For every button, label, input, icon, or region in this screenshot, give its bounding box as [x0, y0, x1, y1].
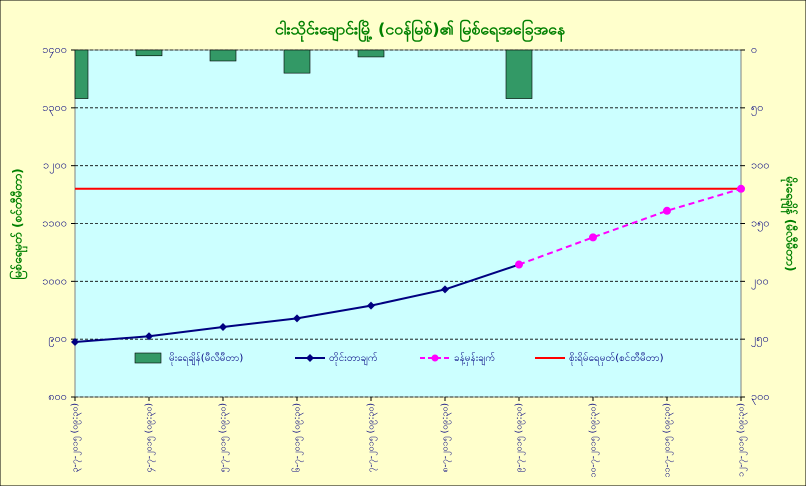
y2-tick-label: ၅၀ — [751, 101, 763, 116]
observed-marker — [367, 301, 375, 310]
legend-swatch — [431, 354, 439, 362]
observed-marker — [145, 332, 153, 341]
y-axis-label: မြစ်ရေမှတ် (စင်တီမီတာ) — [8, 168, 29, 279]
y-tick-label: ၈၀၀ — [48, 390, 67, 403]
legend-swatch — [134, 352, 162, 364]
y2-tick-label: ၁၀၀ — [751, 159, 770, 172]
legend-label: ခန့်မှန်းချက် — [454, 351, 495, 366]
x-tick-label: ၉-၇-၂၀၁၅ (၀၉:၃၀) — [515, 403, 526, 472]
x-tick-label: ၁၁-၇-၂၀၁၅ (၀၉:၃၀) — [663, 403, 674, 477]
forecast-marker — [663, 206, 671, 215]
y-tick-label: ၁၂၀၀ — [43, 159, 67, 174]
y-tick-label: ၉၀၀ — [48, 332, 67, 347]
legend-label: စိုးရိမ်ရေမှတ်(စင်တီမီတာ) — [569, 351, 664, 366]
bar — [74, 49, 89, 99]
x-tick-label: ၅-၇-၂၀၁၅ (၀၉:၃၀) — [219, 403, 230, 472]
forecast-marker — [515, 260, 523, 269]
y2-tick-label: ၀ — [751, 43, 757, 56]
y2-tick-label: ၁၅၀ — [751, 217, 770, 232]
observed-marker — [219, 323, 227, 332]
legend-label: တိုင်းတာချက် — [329, 351, 378, 366]
x-tick-label: ၇-၇-၂၀၁၅ (၀၉:၃၀) — [367, 403, 378, 472]
forecast-marker — [589, 233, 597, 242]
bar — [135, 49, 163, 57]
bar — [357, 49, 385, 58]
y2-tick-label: ၃၀၀ — [751, 390, 770, 405]
x-tick-label: ၈-၇-၂၀၁၅ (၀၉:၃၀) — [441, 403, 452, 472]
y-tick-label: ၁၃၀၀ — [42, 101, 67, 116]
y2-axis-label: မိုးရေချိန် (မီလီမီတာ) — [780, 176, 800, 272]
x-tick-label: ၆-၇-၂၀၁၅ (၀၉:၃၀) — [292, 403, 304, 472]
legend-swatch — [306, 354, 314, 362]
bar — [283, 49, 311, 74]
y-tick-label: ၁၁၀၀ — [42, 217, 67, 230]
y2-tick-label: ၂၅၀ — [751, 332, 769, 347]
y-tick-label: ၁၀၀၀ — [42, 274, 67, 287]
x-tick-label: ၁၀-၇-၂၀၁၅ (၀၉:၃၀) — [589, 403, 600, 477]
y-tick-label: ၁၄၀၀ — [42, 43, 67, 58]
bar — [505, 49, 533, 99]
x-tick-label: ၃-၇-၂၀၁၅ (၀၉:၃၀) — [71, 403, 82, 472]
y2-tick-label: ၂၀၀ — [751, 274, 769, 289]
x-tick-label: ၄-၇-၂၀၁၅ (၀၉:၃၀) — [145, 403, 156, 472]
bar — [209, 49, 237, 62]
legend-label: မိုးရေချိန်(မီလီမီတာ) — [169, 351, 243, 366]
forecast-marker — [737, 184, 745, 193]
x-tick-label: ၁၂-၇-၂၀၁၅ (၀၉:၃၀) — [737, 403, 748, 477]
observed-marker — [293, 314, 301, 323]
observed-marker — [71, 338, 79, 347]
observed-marker — [441, 285, 449, 294]
